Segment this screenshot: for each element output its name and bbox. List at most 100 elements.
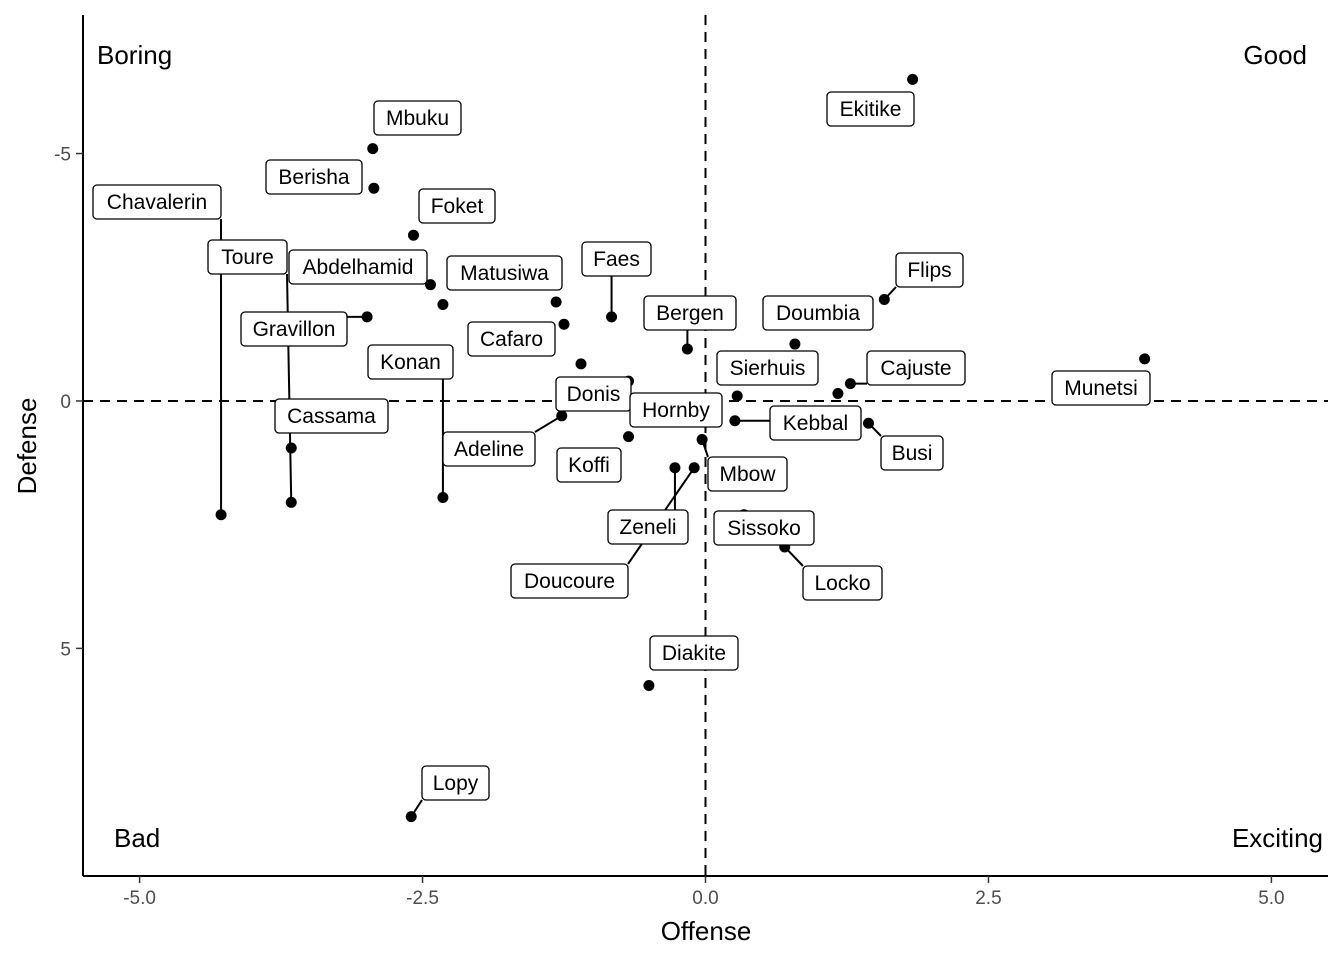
point-label-box	[866, 350, 966, 386]
data-point	[606, 311, 618, 323]
data-point	[688, 462, 700, 474]
data-point	[367, 143, 379, 155]
data-points	[215, 73, 1151, 823]
point-label-text: Foket	[431, 195, 484, 218]
data-point	[575, 358, 587, 370]
point-label-box	[802, 565, 883, 601]
point-label: Locko	[802, 565, 883, 601]
point-label: Foket	[418, 188, 496, 224]
data-point	[558, 318, 570, 330]
point-label-text: Faes	[593, 248, 640, 271]
point-label: Faes	[581, 241, 652, 277]
point-label: Abdelhamid	[288, 249, 428, 285]
data-point	[550, 296, 562, 308]
x-tick-label: 0.0	[692, 888, 718, 909]
point-label: Adeline	[442, 431, 536, 467]
point-label: Kebbal	[769, 405, 862, 441]
point-label-box	[581, 241, 652, 277]
point-label: Gravillon	[240, 311, 348, 347]
point-label-text: Kebbal	[783, 412, 848, 435]
data-point	[729, 415, 741, 427]
point-label-text: Chavalerin	[107, 191, 207, 214]
point-label: Munetsi	[1051, 370, 1151, 406]
quadrant-label-bottom-left: Bad	[114, 823, 160, 853]
point-label-text: Hornby	[642, 399, 710, 422]
point-label-box	[713, 510, 815, 546]
point-label-box	[373, 100, 462, 136]
point-label-text: Cajuste	[880, 357, 951, 380]
point-label-text: Munetsi	[1064, 377, 1138, 400]
point-label-box	[607, 509, 689, 545]
point-label: Mbuku	[373, 100, 462, 136]
point-label-box	[265, 159, 363, 195]
point-label-text: Abdelhamid	[303, 256, 414, 279]
point-label-box	[769, 405, 862, 441]
point-label-box	[288, 249, 428, 285]
point-label-text: Lopy	[433, 772, 479, 795]
point-label-box	[556, 447, 622, 483]
point-label-box	[895, 252, 964, 288]
point-label-text: Cafaro	[480, 328, 543, 351]
point-label-box	[274, 398, 389, 434]
point-label-box	[421, 765, 490, 801]
data-point	[405, 811, 417, 823]
x-tick-label: -5.0	[123, 888, 156, 909]
point-label: Toure	[207, 239, 288, 275]
data-point	[643, 679, 655, 691]
point-label-text: Koffi	[568, 454, 610, 477]
data-point	[623, 431, 635, 443]
data-point	[907, 73, 919, 85]
x-tick-label: 5.0	[1258, 888, 1284, 909]
point-label-box	[762, 295, 874, 331]
point-label-box	[629, 392, 723, 428]
point-label: Cajuste	[866, 350, 966, 386]
point-label-text: Doumbia	[776, 302, 860, 325]
point-label-text: Berisha	[278, 166, 350, 189]
point-label-box	[467, 321, 556, 357]
point-label-text: Adeline	[454, 438, 524, 461]
data-point	[556, 410, 568, 422]
point-label: Sierhuis	[716, 350, 819, 386]
data-point	[731, 390, 743, 402]
point-label: Mbow	[707, 456, 788, 492]
data-point	[878, 294, 890, 306]
quadrant-label-bottom-right: Exciting	[1232, 823, 1323, 853]
point-label-box	[707, 456, 788, 492]
x-axis-title: Offense	[661, 916, 752, 946]
data-point	[696, 434, 708, 446]
x-tick-label: -2.5	[406, 888, 439, 909]
point-label: Matusiwa	[446, 255, 563, 291]
point-label-text: Gravillon	[253, 318, 336, 341]
quadrant-labels: Boring Good Bad Exciting	[97, 40, 1323, 853]
data-point	[844, 378, 856, 390]
y-axis-title: Defense	[12, 398, 42, 495]
data-point	[789, 338, 801, 350]
data-point	[681, 343, 693, 355]
data-point	[669, 462, 681, 474]
point-label: Doumbia	[762, 295, 874, 331]
point-label: Hornby	[629, 392, 723, 428]
point-label-box	[442, 431, 536, 467]
point-label-box	[446, 255, 563, 291]
reference-lines	[83, 15, 1328, 876]
quadrant-label-top-right: Good	[1243, 40, 1307, 70]
point-label-text: Doucoure	[524, 570, 615, 593]
point-label-text: Ekitike	[840, 98, 902, 121]
point-label-text: Donis	[567, 383, 621, 406]
label-leaders	[220, 218, 897, 818]
point-label-text: Locko	[814, 572, 870, 595]
data-point	[215, 509, 227, 521]
point-label: Berisha	[265, 159, 363, 195]
point-label: Diakite	[649, 635, 739, 671]
point-label: Ekitike	[826, 91, 915, 127]
point-label: Lopy	[421, 765, 490, 801]
point-label-text: Cassama	[287, 405, 376, 428]
data-point	[407, 229, 419, 241]
point-label-box	[716, 350, 819, 386]
point-label-text: Bergen	[656, 302, 724, 325]
point-label: Bergen	[643, 295, 737, 331]
axes: -5.0 -2.5 0.0 2.5 5.0 -5 0 5	[54, 15, 1328, 909]
point-label-text: Toure	[221, 246, 274, 269]
point-label: Sissoko	[713, 510, 815, 546]
